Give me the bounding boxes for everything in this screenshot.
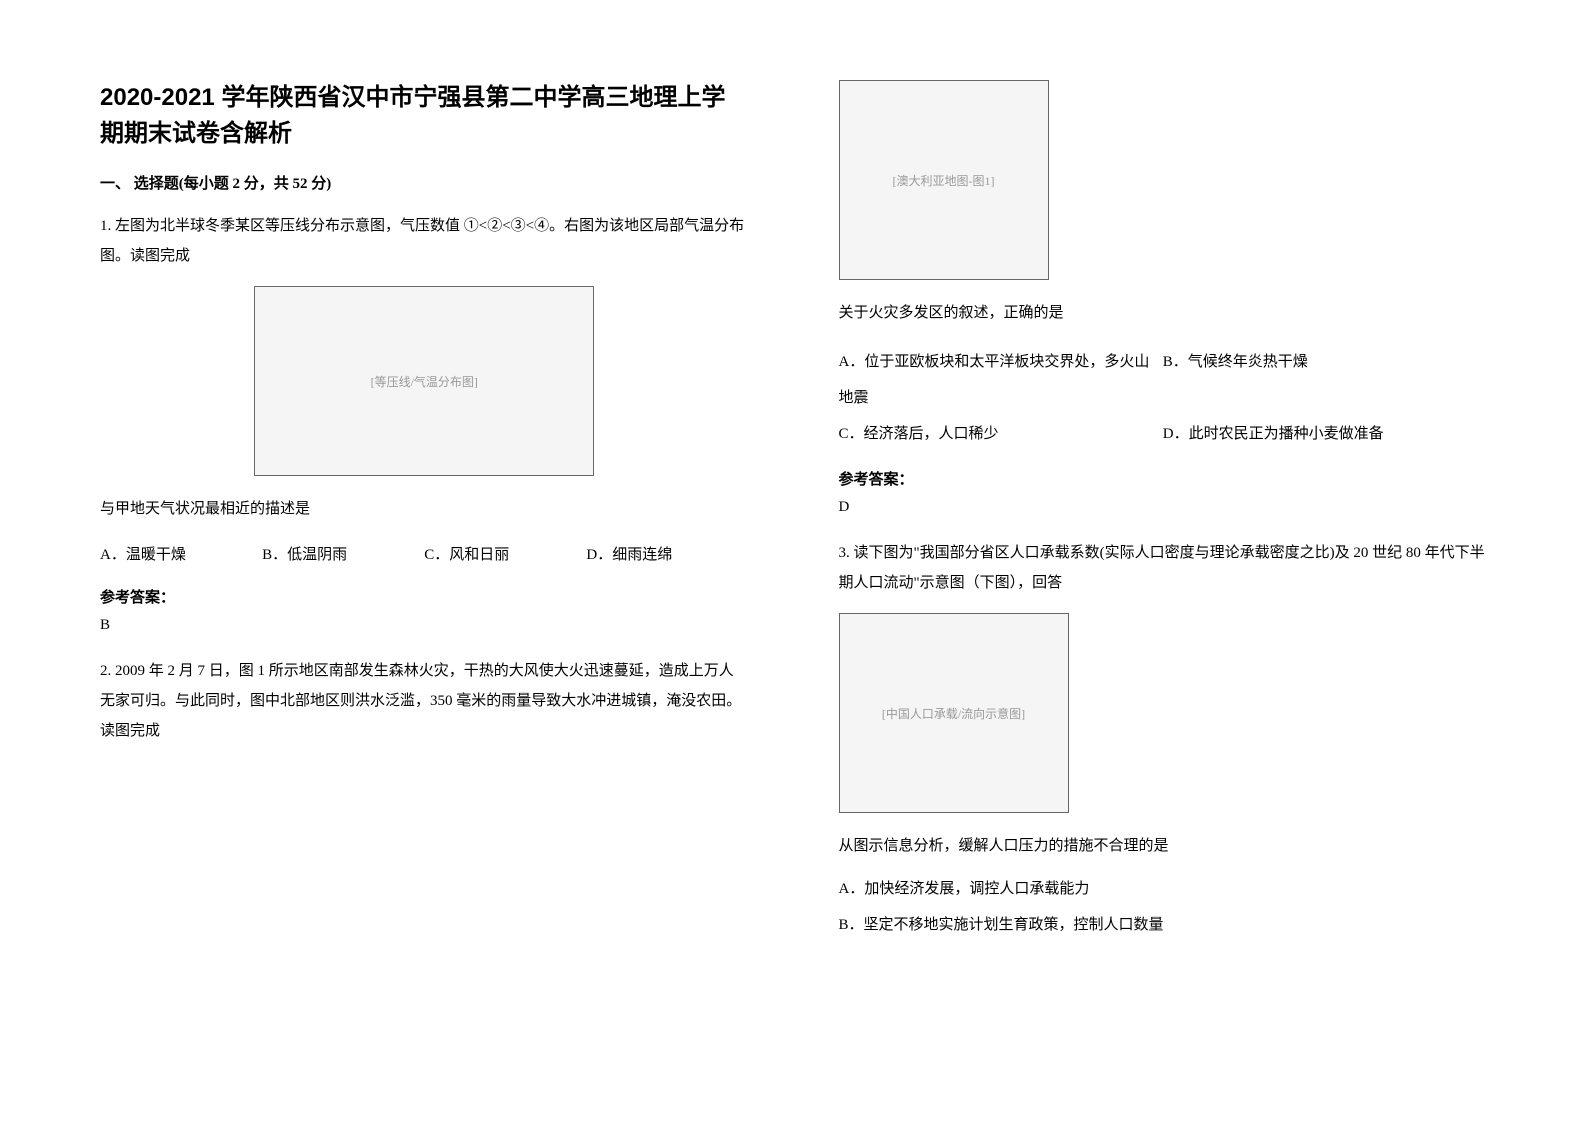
q1-option-a: A．温暖干燥 (100, 540, 262, 570)
q3-option-a: A．加快经济发展，调控人口承载能力 (839, 871, 1488, 907)
q3-figure: [中国人口承载/流向示意图] (839, 613, 1069, 813)
q2-figure: [澳大利亚地图-图1] (839, 80, 1049, 280)
q1-figure: [等压线/气温分布图] (254, 286, 594, 476)
q1-subquestion: 与甲地天气状况最相近的描述是 (100, 494, 749, 524)
q1-option-b: B．低温阴雨 (262, 540, 424, 570)
right-column: [澳大利亚地图-图1] 关于火灾多发区的叙述，正确的是 A．位于亚欧板块和太平洋… (839, 80, 1488, 965)
q2-stem: 2. 2009 年 2 月 7 日，图 1 所示地区南部发生森林火灾，干热的大风… (100, 656, 749, 746)
q3-subquestion: 从图示信息分析，缓解人口压力的措施不合理的是 (839, 831, 1488, 861)
section-a-header: 一、 选择题(每小题 2 分，共 52 分) (100, 172, 749, 193)
q3-options: A．加快经济发展，调控人口承载能力 B．坚定不移地实施计划生育政策，控制人口数量 (839, 871, 1488, 943)
q2-option-b: B．气候终年炎热干燥 (1163, 344, 1487, 416)
left-column: 2020-2021 学年陕西省汉中市宁强县第二中学高三地理上学期期末试卷含解析 … (100, 80, 749, 965)
q2-options: A．位于亚欧板块和太平洋板块交界处，多火山地震 B．气候终年炎热干燥 C．经济落… (839, 344, 1488, 452)
q1-option-d: D．细雨连绵 (586, 540, 748, 570)
q1-stem: 1. 左图为北半球冬季某区等压线分布示意图，气压数值 ①<②<③<④。右图为该地… (100, 211, 749, 271)
q1-answer-label: 参考答案： (100, 586, 749, 607)
q2-subquestion: 关于火灾多发区的叙述，正确的是 (839, 298, 1488, 328)
q1-option-c: C．风和日丽 (424, 540, 586, 570)
q1-answer: B (100, 617, 749, 634)
q3-stem: 3. 读下图为"我国部分省区人口承载系数(实际人口密度与理论承载密度之比)及 2… (839, 538, 1488, 598)
question-1: 1. 左图为北半球冬季某区等压线分布示意图，气压数值 ①<②<③<④。右图为该地… (100, 211, 749, 634)
exam-title: 2020-2021 学年陕西省汉中市宁强县第二中学高三地理上学期期末试卷含解析 (100, 80, 749, 152)
question-2-continued: [澳大利亚地图-图1] 关于火灾多发区的叙述，正确的是 A．位于亚欧板块和太平洋… (839, 80, 1488, 516)
q2-answer-label: 参考答案： (839, 468, 1488, 489)
q2-option-d: D．此时农民正为播种小麦做准备 (1163, 416, 1487, 452)
page-container: 2020-2021 学年陕西省汉中市宁强县第二中学高三地理上学期期末试卷含解析 … (0, 0, 1587, 1015)
q2-answer: D (839, 499, 1488, 516)
question-3: 3. 读下图为"我国部分省区人口承载系数(实际人口密度与理论承载密度之比)及 2… (839, 538, 1488, 943)
q2-option-a: A．位于亚欧板块和太平洋板块交界处，多火山地震 (839, 344, 1163, 416)
question-2-stem-block: 2. 2009 年 2 月 7 日，图 1 所示地区南部发生森林火灾，干热的大风… (100, 656, 749, 746)
q1-options: A．温暖干燥 B．低温阴雨 C．风和日丽 D．细雨连绵 (100, 540, 749, 570)
q2-option-c: C．经济落后，人口稀少 (839, 416, 1163, 452)
q3-option-b: B．坚定不移地实施计划生育政策，控制人口数量 (839, 907, 1488, 943)
